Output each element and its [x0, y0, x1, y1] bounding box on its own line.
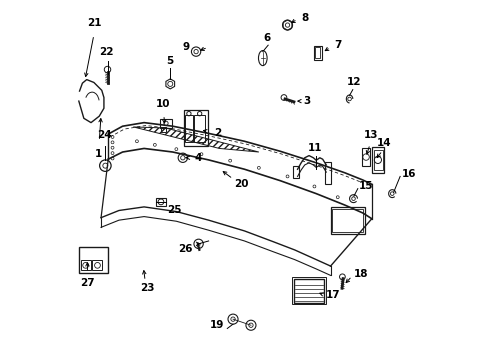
Text: 10: 10: [155, 99, 170, 109]
Bar: [325, 162, 330, 184]
Bar: [161, 127, 166, 132]
Text: 23: 23: [140, 283, 154, 293]
Text: 9: 9: [183, 42, 190, 51]
Bar: [292, 277, 325, 304]
Text: 5: 5: [166, 56, 174, 66]
Text: 27: 27: [80, 278, 95, 288]
Text: 18: 18: [353, 269, 368, 279]
Bar: [185, 116, 192, 142]
Bar: [81, 260, 90, 270]
Text: 15: 15: [359, 181, 373, 192]
Text: 12: 12: [346, 77, 361, 87]
Text: 17: 17: [325, 291, 340, 301]
Text: 26: 26: [178, 244, 192, 254]
Bar: [183, 110, 207, 146]
Bar: [194, 116, 204, 142]
Text: 20: 20: [233, 179, 247, 189]
Text: 19: 19: [210, 320, 224, 330]
Bar: [362, 148, 369, 166]
Bar: [155, 198, 166, 206]
Text: 11: 11: [307, 144, 322, 153]
Text: 16: 16: [401, 169, 415, 179]
Bar: [314, 47, 320, 58]
Text: 24: 24: [97, 130, 112, 140]
Text: 14: 14: [376, 138, 391, 148]
Bar: [292, 166, 298, 178]
Bar: [293, 279, 324, 303]
Text: 6: 6: [263, 33, 270, 43]
Text: 25: 25: [167, 205, 181, 215]
Text: 13: 13: [363, 130, 377, 140]
Text: 1: 1: [95, 149, 102, 159]
Text: 7: 7: [333, 40, 341, 50]
Bar: [79, 247, 108, 273]
Bar: [313, 45, 321, 60]
Text: 2: 2: [214, 129, 221, 138]
Bar: [332, 209, 362, 232]
Text: 22: 22: [99, 48, 113, 57]
Text: 8: 8: [301, 13, 308, 23]
Bar: [92, 260, 102, 270]
Text: 3: 3: [303, 96, 310, 106]
Bar: [371, 147, 384, 173]
Bar: [330, 207, 364, 234]
Text: 21: 21: [86, 18, 101, 28]
Text: 4: 4: [194, 153, 201, 163]
Bar: [160, 119, 171, 128]
Bar: [373, 150, 382, 170]
